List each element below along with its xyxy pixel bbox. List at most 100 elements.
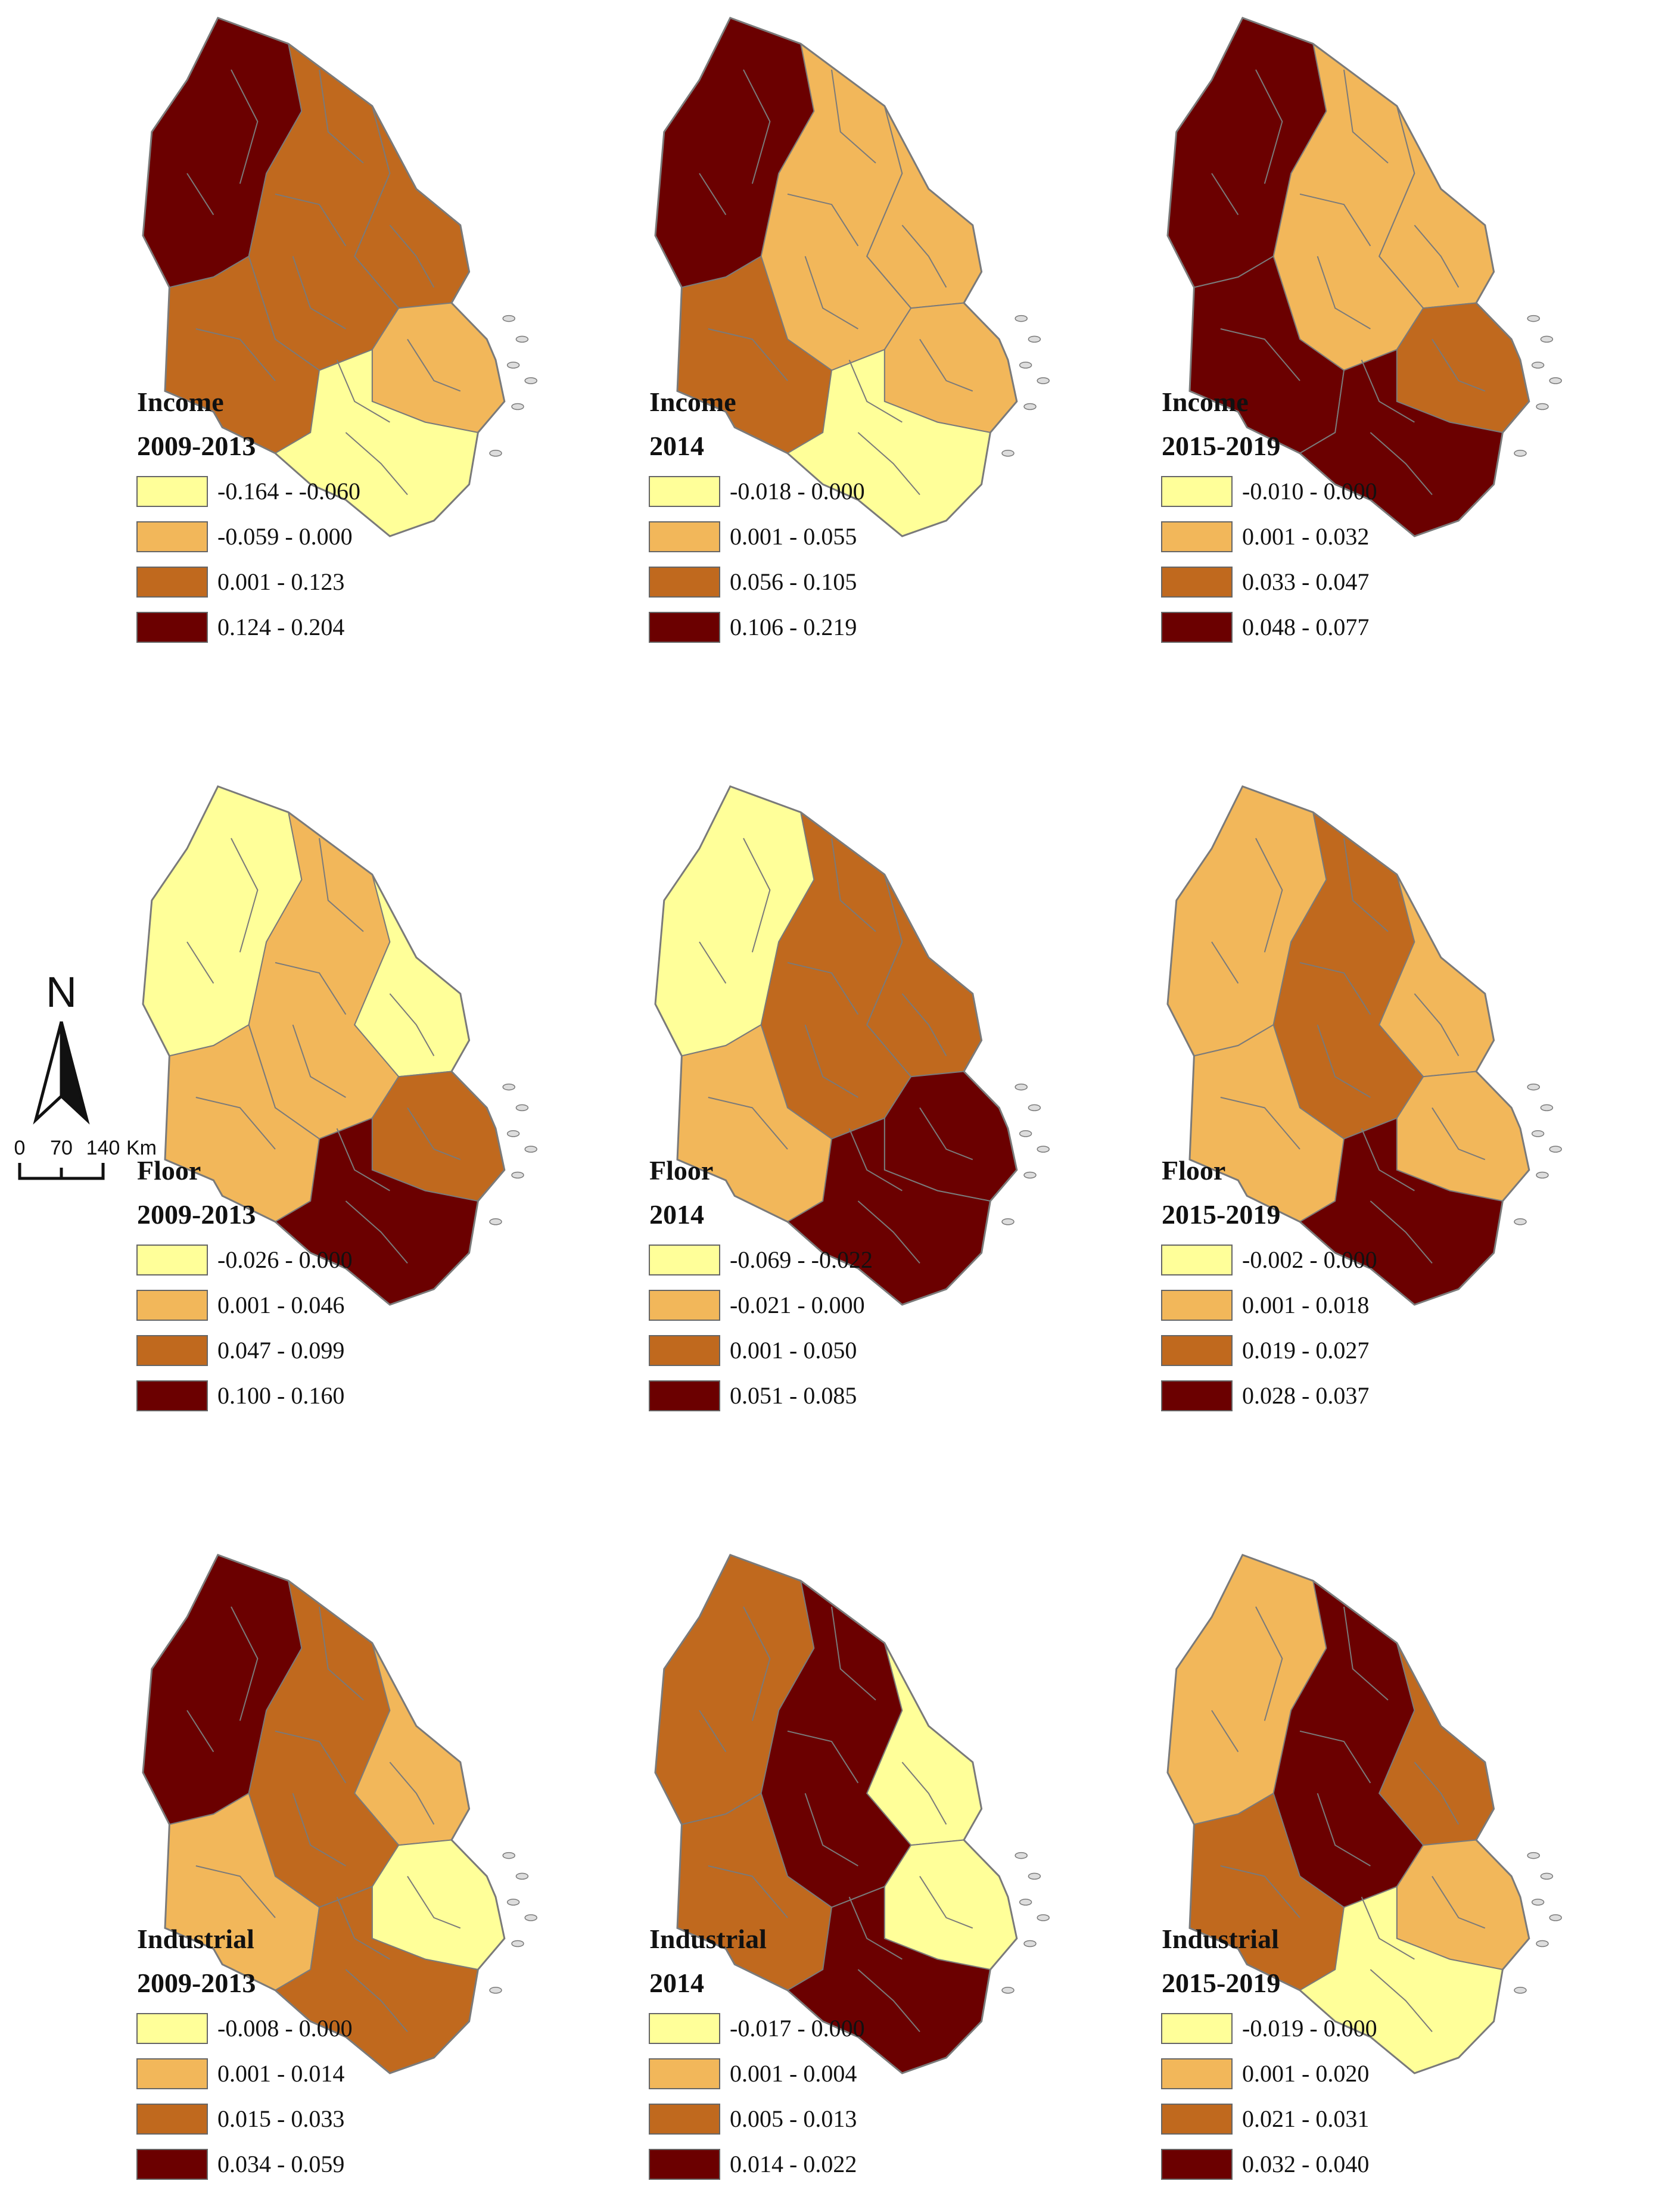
island-shape bbox=[1536, 1940, 1549, 1947]
legend-class-label: 0.032 - 0.040 bbox=[1242, 2151, 1369, 2177]
scale-unit: Km bbox=[126, 1137, 157, 1159]
legend-swatch-0 bbox=[136, 476, 208, 507]
island-shape bbox=[1531, 1899, 1545, 1906]
legend-variable-title: Income bbox=[137, 387, 224, 417]
district-boundary bbox=[1343, 838, 1389, 932]
legend-class-label: 0.033 - 0.047 bbox=[1242, 568, 1369, 595]
legend-class-label: -0.018 - 0.000 bbox=[730, 478, 865, 505]
map-panel-income-2014: Income 2014 -0.018 - 0.000 0.001 - 0.055 0.0… bbox=[649, 17, 1050, 643]
legend-period-title: 2015-2019 bbox=[1162, 1199, 1280, 1230]
island-shape bbox=[1028, 1104, 1041, 1112]
district-boundary bbox=[1255, 838, 1283, 953]
district-boundary bbox=[407, 1107, 461, 1161]
district-boundary bbox=[1414, 225, 1460, 288]
district-boundary bbox=[1343, 1606, 1389, 1701]
district-boundary bbox=[743, 1606, 771, 1721]
legend-period-title: 2009-2013 bbox=[137, 431, 256, 461]
district-boundary bbox=[848, 359, 903, 423]
district-boundary bbox=[1370, 432, 1433, 496]
legend-swatch-2 bbox=[649, 2104, 720, 2135]
legend-class-label: 0.021 - 0.031 bbox=[1242, 2105, 1369, 2132]
district-boundary bbox=[1432, 1875, 1486, 1929]
island-shape bbox=[511, 403, 524, 410]
legend-variable-title: Industrial bbox=[137, 1924, 254, 1954]
legend-swatch-2 bbox=[1161, 2104, 1233, 2135]
legend-variable-title: Industrial bbox=[649, 1924, 767, 1954]
district-boundary bbox=[1255, 69, 1283, 184]
district-boundary bbox=[857, 432, 920, 496]
legend-class-label: 0.001 - 0.018 bbox=[1242, 1292, 1369, 1318]
island-shape bbox=[1536, 1171, 1549, 1179]
island-shape bbox=[1527, 315, 1540, 322]
region-outline bbox=[142, 17, 506, 537]
legend-class-label: 0.048 - 0.077 bbox=[1242, 614, 1369, 640]
island-shape bbox=[1015, 1083, 1028, 1091]
legend-variable-title: Floor bbox=[137, 1155, 201, 1186]
district-boundary bbox=[901, 993, 947, 1056]
district-boundary bbox=[708, 328, 788, 381]
legend-class-label: 0.014 - 0.022 bbox=[730, 2151, 857, 2177]
island-shape bbox=[1531, 362, 1545, 369]
district-boundary bbox=[1317, 256, 1371, 329]
legend-swatch-3 bbox=[136, 1380, 208, 1411]
district-boundary bbox=[336, 1896, 390, 1960]
district-boundary bbox=[919, 338, 973, 392]
district-boundary bbox=[292, 256, 346, 329]
district-boundary bbox=[743, 838, 771, 953]
legend-class-label: 0.001 - 0.123 bbox=[217, 568, 344, 595]
district-boundary bbox=[389, 993, 435, 1056]
district-boundary bbox=[699, 941, 727, 984]
legend-period-title: 2015-2019 bbox=[1162, 431, 1280, 461]
legend-swatch-2 bbox=[136, 1335, 208, 1366]
legend-variable-title: Industrial bbox=[1162, 1924, 1279, 1954]
island-shape bbox=[1023, 1940, 1037, 1947]
district-boundary bbox=[699, 173, 727, 216]
legend-swatch-0 bbox=[649, 476, 720, 507]
legend-swatch-1 bbox=[649, 1290, 720, 1321]
island-shape bbox=[515, 1104, 529, 1112]
island-shape bbox=[515, 335, 529, 343]
legend-variable-title: Income bbox=[649, 387, 736, 417]
district-boundary bbox=[787, 962, 859, 1015]
district-boundary bbox=[1220, 1097, 1300, 1150]
island-shape bbox=[1001, 450, 1015, 457]
legend-swatch-1 bbox=[1161, 521, 1233, 552]
district-boundary bbox=[1361, 359, 1415, 423]
district-boundary bbox=[831, 838, 876, 932]
district-boundary bbox=[1343, 69, 1389, 164]
legend-swatch-2 bbox=[1161, 567, 1233, 598]
legend-swatch-2 bbox=[136, 2104, 208, 2135]
region-outline bbox=[142, 785, 506, 1306]
island-shape bbox=[524, 377, 537, 384]
district-boundary bbox=[275, 193, 347, 247]
legend-class-label: 0.001 - 0.004 bbox=[730, 2060, 857, 2087]
island-shape bbox=[1037, 1146, 1050, 1153]
north-arrow-right-half bbox=[60, 1021, 90, 1125]
district-boundary bbox=[1211, 1710, 1239, 1753]
legend-swatch-3 bbox=[649, 612, 720, 643]
legend-swatch-1 bbox=[1161, 1290, 1233, 1321]
island-shape bbox=[1514, 450, 1527, 457]
legend-swatch-0 bbox=[1161, 1245, 1233, 1275]
island-shape bbox=[502, 1852, 515, 1859]
legend-swatch-2 bbox=[649, 567, 720, 598]
district-boundary bbox=[345, 432, 408, 496]
island-shape bbox=[1015, 315, 1028, 322]
district-boundary bbox=[389, 225, 435, 288]
map-panel-income-2015-2019: Income 2015-2019 -0.010 - 0.000 0.001 - 0.0… bbox=[1161, 17, 1562, 643]
legend-class-label: 0.019 - 0.027 bbox=[1242, 1337, 1369, 1364]
district-boundary bbox=[1370, 1969, 1433, 2033]
district-boundary bbox=[186, 1710, 214, 1753]
scale-bar: 0 70 140 Km bbox=[14, 1137, 157, 1180]
district-boundary bbox=[336, 1128, 390, 1191]
district-boundary bbox=[319, 1606, 364, 1701]
legend-period-title: 2009-2013 bbox=[137, 1968, 256, 1998]
scale-bar-line bbox=[18, 1163, 105, 1180]
district-boundary bbox=[195, 328, 276, 381]
scale-tick-140: 140 bbox=[86, 1137, 120, 1159]
district-boundary bbox=[389, 1762, 435, 1825]
legend-swatch-3 bbox=[1161, 612, 1233, 643]
legend-class-label: -0.010 - 0.000 bbox=[1242, 478, 1377, 505]
island-shape bbox=[1549, 377, 1562, 384]
legend-swatch-1 bbox=[649, 2058, 720, 2089]
